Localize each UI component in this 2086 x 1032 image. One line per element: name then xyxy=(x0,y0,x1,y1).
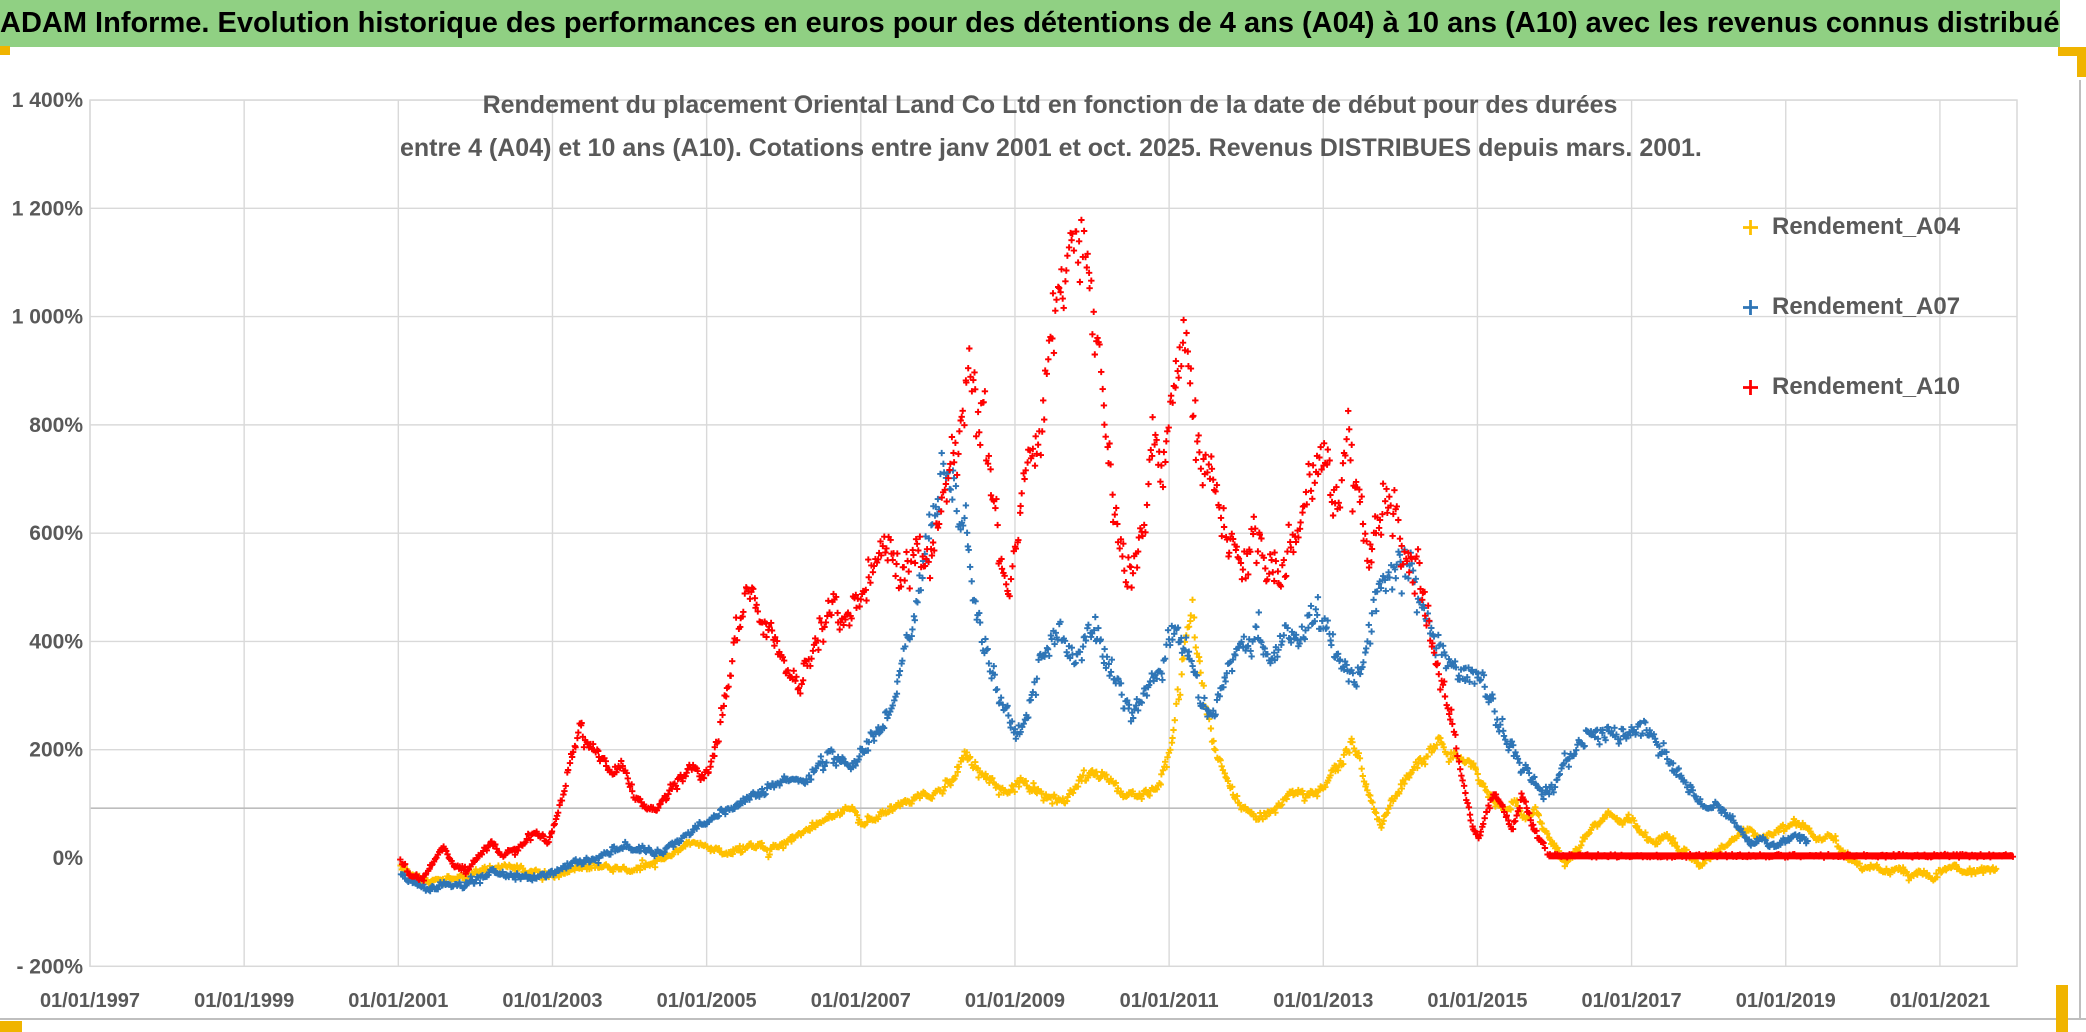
series-rendement_a07 xyxy=(397,449,1811,895)
x-axis-label: 01/01/2009 xyxy=(965,990,1065,1012)
chart-panel: 1 400% 1 200% 1 000% 800% 600% 400% 200% 0% - 20… xyxy=(0,47,2086,1032)
plus-marker-icon xyxy=(1743,219,1758,235)
legend-item-rendement-a10[interactable]: Rendement_A10 xyxy=(1742,365,1960,409)
series-rendement_a10 xyxy=(397,216,1549,884)
y-axis-label: 200% xyxy=(29,739,83,762)
legend-label: Rendement_A07 xyxy=(1772,293,1961,320)
chart-legend: Rendement_A04 Rendement_A07 Rendement_A1… xyxy=(1742,205,1960,445)
y-axis-label: 0% xyxy=(53,847,84,870)
legend-item-rendement-a04[interactable]: Rendement_A04 xyxy=(1742,205,1960,249)
x-axis-label: 01/01/2017 xyxy=(1582,990,1682,1012)
x-axis-label: 01/01/1999 xyxy=(194,990,294,1012)
plus-marker-icon xyxy=(1743,379,1758,395)
series-rendement_a10-flat xyxy=(1544,850,2016,861)
y-axis-label: 600% xyxy=(29,522,83,545)
plus-marker-icon xyxy=(1743,299,1758,315)
y-axis-label: 400% xyxy=(29,630,83,653)
performance-chart: 1 400% 1 200% 1 000% 800% 600% 400% 200% 0% - 20… xyxy=(12,89,2018,1012)
y-axis-label: 800% xyxy=(29,414,83,437)
x-axis-label: 01/01/2011 xyxy=(1120,990,1219,1012)
chart-title-line1: Rendement du placement Oriental Land Co … xyxy=(482,91,1618,119)
x-axis-label: 01/01/2019 xyxy=(1736,990,1836,1012)
legend-label: Rendement_A10 xyxy=(1772,373,1961,400)
page-edge-right xyxy=(2079,80,2081,1019)
y-axis-label: 1 000% xyxy=(12,306,84,329)
legend-label: Rendement_A04 xyxy=(1772,213,1961,240)
x-axis-label: 01/01/2021 xyxy=(1890,990,1990,1012)
frame-accent-top-right xyxy=(2058,47,2086,56)
x-axis-label: 01/01/2001 xyxy=(348,990,448,1012)
x-axis-label: 01/01/1997 xyxy=(40,990,140,1012)
frame-accent-bottom-left xyxy=(0,1021,22,1032)
x-axis-label: 01/01/2007 xyxy=(811,990,911,1012)
x-axis-label: 01/01/2005 xyxy=(657,990,757,1012)
x-axis-label: 01/01/2003 xyxy=(502,990,602,1012)
legend-item-rendement-a07[interactable]: Rendement_A07 xyxy=(1742,285,1960,329)
y-axis-label: 1 400% xyxy=(12,89,84,112)
frame-accent-top-right-v xyxy=(2077,47,2086,77)
y-axis-label: 1 200% xyxy=(12,197,84,220)
page-edge-bottom xyxy=(0,1018,2086,1020)
x-axis-label: 01/01/2015 xyxy=(1427,990,1527,1012)
y-axis-label: - 200% xyxy=(16,955,83,978)
chart-title-line2: entre 4 (A04) et 10 ans (A10). Cotations… xyxy=(400,134,1702,162)
page-title: ADAM Informe. Evolution historique des p… xyxy=(0,0,2060,47)
frame-accent-top-left xyxy=(0,46,10,55)
x-axis-label: 01/01/2013 xyxy=(1273,990,1373,1012)
frame-accent-bottom-right xyxy=(2056,985,2068,1032)
